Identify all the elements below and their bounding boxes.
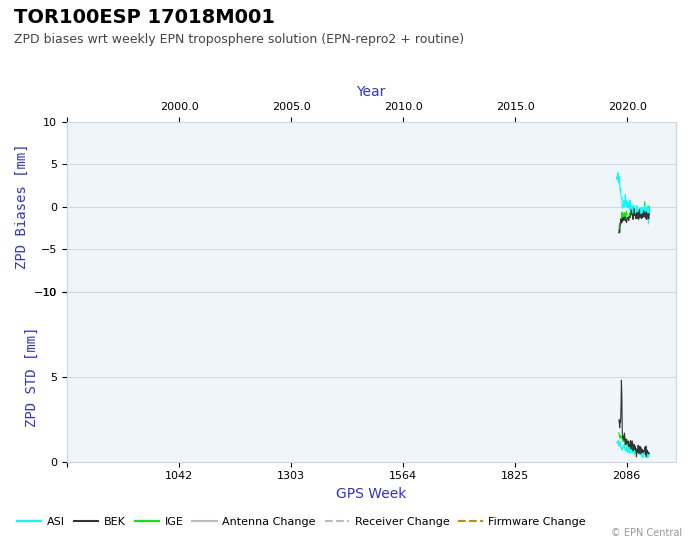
X-axis label: GPS Week: GPS Week: [336, 487, 406, 501]
Text: ZPD biases wrt weekly EPN troposphere solution (EPN-repro2 + routine): ZPD biases wrt weekly EPN troposphere so…: [14, 33, 464, 46]
X-axis label: Year: Year: [356, 85, 386, 99]
Y-axis label: ZPD Biases [mm]: ZPD Biases [mm]: [15, 144, 29, 269]
Text: © EPN Central: © EPN Central: [611, 528, 682, 538]
Legend: ASI, BEK, IGE, Antenna Change, Receiver Change, Firmware Change: ASI, BEK, IGE, Antenna Change, Receiver …: [13, 513, 591, 532]
Y-axis label: ZPD STD [mm]: ZPD STD [mm]: [25, 326, 38, 427]
Text: TOR100ESP 17018M001: TOR100ESP 17018M001: [14, 8, 275, 27]
